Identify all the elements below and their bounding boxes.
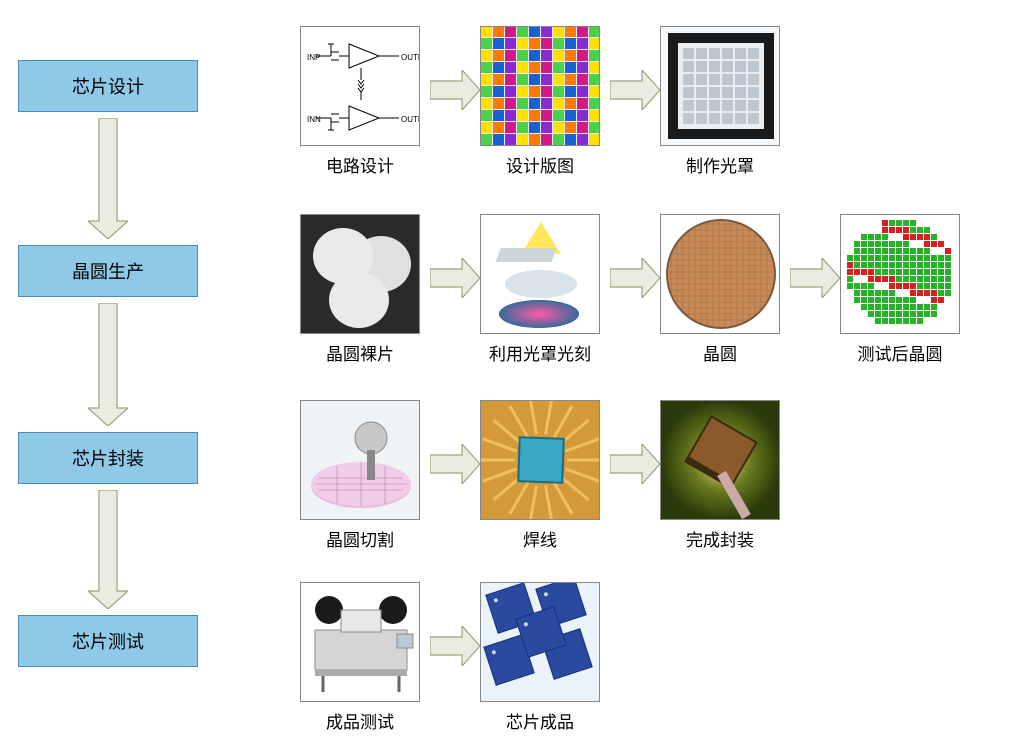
- right-arrow-icon: [610, 70, 660, 110]
- item-caption: 焊线: [523, 526, 557, 551]
- item-caption: 利用光罩光刻: [489, 340, 591, 365]
- item-caption: 晶圆: [703, 340, 737, 365]
- process-item: 晶圆切割: [300, 400, 420, 551]
- process-item: INP OUTP INN OUTN 电路设计: [300, 26, 420, 177]
- right-arrow-icon: [790, 258, 840, 298]
- right-arrow-icon: [610, 444, 660, 484]
- svg-text:OUTP: OUTP: [401, 53, 419, 62]
- item-caption: 晶圆切割: [326, 526, 394, 551]
- right-arrow-icon: [430, 258, 480, 298]
- stage-box: 芯片测试: [18, 615, 198, 667]
- item-caption: 制作光罩: [686, 152, 754, 177]
- down-arrow-icon: [88, 303, 128, 426]
- process-item: 晶圆: [660, 214, 780, 365]
- item-caption: 成品测试: [326, 708, 394, 733]
- stage-box: 芯片设计: [18, 60, 198, 112]
- stage-label: 芯片封装: [72, 445, 144, 471]
- item-caption: 电路设计: [326, 152, 394, 177]
- process-item: 完成封装: [660, 400, 780, 551]
- thumb-wirebond: [480, 400, 600, 520]
- process-item: 焊线: [480, 400, 600, 551]
- process-item: 设计版图: [480, 26, 600, 177]
- stage-label: 芯片测试: [72, 628, 144, 654]
- process-item: 制作光罩: [660, 26, 780, 177]
- stage-box: 晶圆生产: [18, 245, 198, 297]
- svg-text:OUTN: OUTN: [401, 115, 419, 124]
- process-item: 芯片成品: [480, 582, 600, 733]
- process-item: 成品测试: [300, 582, 420, 733]
- right-arrow-icon: [430, 70, 480, 110]
- stage-box: 芯片封装: [18, 432, 198, 484]
- right-arrow-icon: [430, 626, 480, 666]
- thumb-final_test: [300, 582, 420, 702]
- thumb-packaged_die: [660, 400, 780, 520]
- stage-label: 芯片设计: [72, 73, 144, 99]
- down-arrow-icon: [88, 490, 128, 609]
- process-item: 利用光罩光刻: [480, 214, 600, 365]
- thumb-dicing: [300, 400, 420, 520]
- thumb-final_chips: [480, 582, 600, 702]
- thumb-circuit: INP OUTP INN OUTN: [300, 26, 420, 146]
- right-arrow-icon: [430, 444, 480, 484]
- stage-label: 晶圆生产: [72, 258, 144, 284]
- item-caption: 测试后晶圆: [858, 340, 943, 365]
- thumb-mask: [660, 26, 780, 146]
- svg-text:INN: INN: [307, 115, 321, 124]
- down-arrow-icon: [88, 118, 128, 239]
- svg-text:INP: INP: [307, 53, 320, 62]
- thumb-layout: [480, 26, 600, 146]
- item-caption: 芯片成品: [506, 708, 574, 733]
- thumb-litho: [480, 214, 600, 334]
- item-caption: 设计版图: [506, 152, 574, 177]
- process-item: 晶圆裸片: [300, 214, 420, 365]
- process-item: 测试后晶圆: [840, 214, 960, 365]
- item-caption: 完成封装: [686, 526, 754, 551]
- thumb-tested_wafer: [840, 214, 960, 334]
- thumb-wafer: [660, 214, 780, 334]
- thumb-bare_wafers: [300, 214, 420, 334]
- item-caption: 晶圆裸片: [326, 340, 394, 365]
- right-arrow-icon: [610, 258, 660, 298]
